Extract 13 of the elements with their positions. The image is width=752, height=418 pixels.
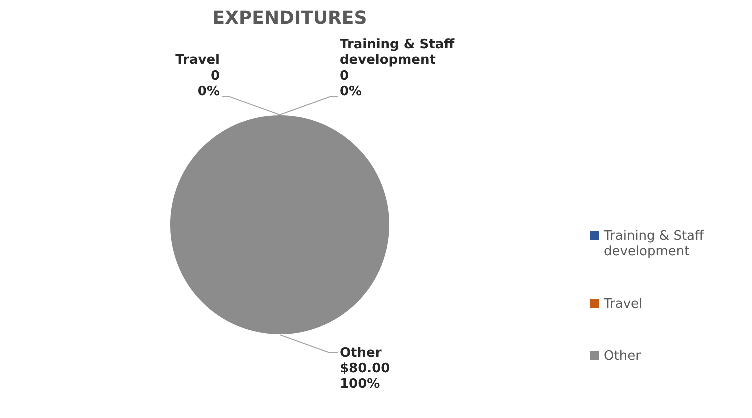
- category-label: Training & Staff development: [340, 38, 455, 68]
- slice-label: Other: [340, 346, 382, 361]
- legend-label: Other: [604, 349, 642, 364]
- text: 0: [340, 68, 350, 84]
- data-label: $80.00: [340, 362, 390, 377]
- legend-label: Travel: [603, 297, 643, 312]
- text: 100%: [340, 377, 380, 392]
- chart-title: EXPENDITURES: [212, 8, 368, 29]
- text: 0: [210, 68, 220, 84]
- text: 0%: [198, 84, 220, 100]
- category-label: Travel: [176, 53, 220, 68]
- text: 0%: [340, 84, 362, 100]
- legend-label: Training & Staff development: [603, 229, 706, 260]
